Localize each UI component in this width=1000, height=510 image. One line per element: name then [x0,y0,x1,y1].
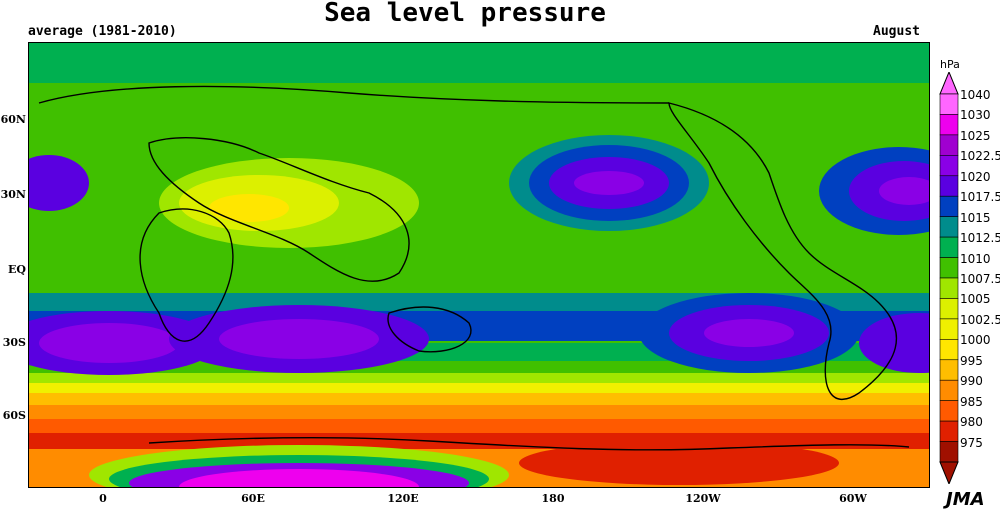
source-credit: JMA [946,489,985,510]
color-legend [939,72,959,484]
legend-label-975: 975 [960,435,983,450]
legend-swatch-1000 [939,339,959,361]
legend-label-995: 995 [960,353,983,368]
map-title: Sea level pressure [324,0,606,28]
legend-swatch-990 [939,379,959,401]
legend-label-985: 985 [960,394,983,409]
legend-label-1020: 1020 [960,169,991,184]
legend-swatch-1002.5 [939,318,959,340]
lon-label-180: 180 [541,492,565,505]
legend-label-1015: 1015 [960,210,991,225]
legend-swatch-1010 [939,257,959,279]
legend-swatch-1040 [939,93,959,115]
lon-label-60w: 60W [839,492,867,505]
legend-arrow-high [939,72,959,95]
lat-label-60n: 60N [0,113,26,126]
legend-label-990: 990 [960,374,983,389]
legend-label-1002.5: 1002.5 [960,312,1000,327]
legend-label-1007.5: 1007.5 [960,272,1000,286]
legend-label-1012.5: 1012.5 [960,231,1000,246]
legend-swatch-1020 [939,175,959,197]
lon-label-60e: 60E [241,492,265,505]
lat-label-30n: 30N [0,188,26,201]
legend-label-1005: 1005 [960,292,991,307]
legend-swatch-975 [939,441,959,463]
legend-arrow-low [939,461,959,484]
lon-label-120e: 120E [387,492,419,505]
legend-swatch-1025 [939,134,959,156]
legend-swatch-1022.5 [939,155,959,177]
legend-label-980: 980 [960,415,983,430]
lat-label-30s: 30S [2,336,26,349]
legend-swatch-1012.5 [939,236,959,258]
legend-label-1017.5: 1017.5 [960,190,1000,205]
legend-swatch-980 [939,420,959,442]
period-label: average (1981-2010) [28,24,177,39]
legend-label-1000: 1000 [960,333,991,348]
legend-swatch-1007.5 [939,277,959,299]
legend-swatch-1005 [939,298,959,320]
legend-label-1030: 1030 [960,108,991,123]
pressure-map [28,42,930,488]
legend-unit: hPa [940,58,960,71]
legend-swatch-1015 [939,216,959,238]
legend-swatch-995 [939,359,959,381]
legend-swatch-1030 [939,114,959,136]
legend-label-1022.5: 1022.5 [960,149,1000,164]
month-label: August [873,24,920,39]
legend-swatch-1017.5 [939,195,959,217]
legend-label-1040: 1040 [960,88,991,102]
lat-label-60s: 60S [2,409,26,422]
pressure-field [29,43,929,487]
lat-label-eq: EQ [8,263,26,276]
legend-label-1010: 1010 [960,251,991,266]
lon-label-120w: 120W [685,492,721,505]
legend-swatch-985 [939,400,959,422]
lon-label-0: 0 [99,492,107,505]
legend-label-1025: 1025 [960,128,991,143]
